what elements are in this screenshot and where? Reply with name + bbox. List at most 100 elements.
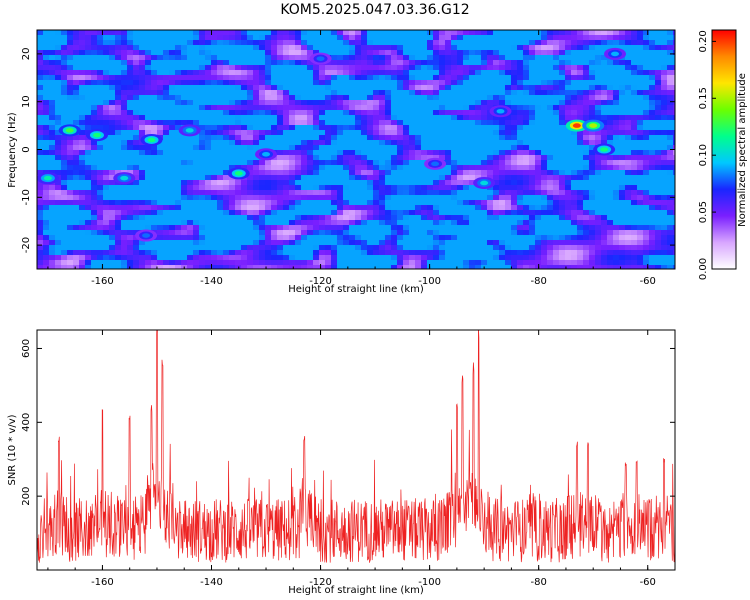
heatmap-cell <box>649 110 656 116</box>
heatmap-cell <box>187 95 194 101</box>
heatmap-cell <box>295 260 302 266</box>
heatmap-cell <box>523 235 530 241</box>
heatmap-cell <box>637 45 644 51</box>
heatmap-cell <box>469 30 476 36</box>
heatmap-cell <box>199 100 206 106</box>
heatmap-cell <box>127 40 134 46</box>
heatmap-cell <box>355 85 362 91</box>
heatmap-cell <box>553 95 560 101</box>
heatmap-cell <box>199 230 206 236</box>
heatmap-cell <box>547 245 554 251</box>
heatmap-cell <box>253 205 260 211</box>
heatmap-cell <box>163 195 170 201</box>
heatmap-cell <box>55 210 62 216</box>
heatmap-cell <box>73 255 80 261</box>
heatmap-cell <box>523 215 530 221</box>
heatmap-cell <box>103 45 110 51</box>
heatmap-cell <box>121 230 128 236</box>
heatmap-cell <box>481 170 488 176</box>
heatmap-cell <box>637 230 644 236</box>
heatmap-cell <box>523 65 530 71</box>
heatmap-cell <box>67 200 74 206</box>
heatmap-cell <box>61 165 68 171</box>
heatmap-cell <box>163 210 170 216</box>
heatmap-cell <box>349 250 356 256</box>
heatmap-cell <box>601 220 608 226</box>
heatmap-cell <box>523 145 530 151</box>
heatmap-cell <box>127 170 134 176</box>
heatmap-cell <box>79 160 86 166</box>
heatmap-cell <box>61 155 68 161</box>
heatmap-cell <box>589 155 596 161</box>
heatmap-cell <box>463 55 470 61</box>
heatmap-cell <box>541 195 548 201</box>
heatmap-cell <box>517 200 524 206</box>
heatmap-cell <box>259 255 266 261</box>
heatmap-cell <box>421 200 428 206</box>
heatmap-cell <box>355 30 362 36</box>
heatmap-cell <box>421 115 428 121</box>
heatmap-cell <box>589 145 596 151</box>
heatmap-cell <box>439 120 446 126</box>
heatmap-cell <box>37 255 44 261</box>
heatmap-cell <box>127 215 134 221</box>
heatmap-cell <box>361 160 368 166</box>
heatmap-cell <box>661 30 668 36</box>
heatmap-cell <box>433 225 440 231</box>
heatmap-cell <box>457 205 464 211</box>
heatmap-cell <box>379 260 386 266</box>
heatmap-cell <box>205 175 212 181</box>
heatmap-cell <box>553 250 560 256</box>
heatmap-cell <box>601 70 608 76</box>
heatmap-cell <box>439 245 446 251</box>
heatmap-cell <box>487 105 494 111</box>
heatmap-cell <box>433 190 440 196</box>
heatmap-cell <box>463 210 470 216</box>
heatmap-cell <box>583 180 590 186</box>
heatmap-cell <box>481 40 488 46</box>
heatmap-cell <box>247 130 254 136</box>
heatmap-cell <box>145 95 152 101</box>
heatmap-cell <box>499 155 506 161</box>
heatmap-cell <box>325 215 332 221</box>
heatmap-cell <box>145 130 152 136</box>
heatmap-cell <box>163 170 170 176</box>
heatmap-cell <box>223 230 230 236</box>
heatmap-cell <box>253 195 260 201</box>
heatmap-cell <box>409 125 416 131</box>
heatmap-cell <box>283 185 290 191</box>
heatmap-cell <box>115 260 122 266</box>
heatmap-cell <box>445 220 452 226</box>
heatmap-cell <box>229 80 236 86</box>
heatmap-cell <box>139 145 146 151</box>
heatmap-cell <box>349 215 356 221</box>
heatmap-cell <box>535 45 542 51</box>
heatmap-cell <box>373 190 380 196</box>
heatmap-cell <box>427 195 434 201</box>
heatmap-cell <box>91 95 98 101</box>
heatmap-cell <box>655 85 662 91</box>
heatmap-cell <box>193 65 200 71</box>
heatmap-cell <box>469 75 476 81</box>
heatmap-cell <box>469 210 476 216</box>
heatmap-cell <box>541 240 548 246</box>
heatmap-cell <box>373 240 380 246</box>
heatmap-cell <box>433 145 440 151</box>
heatmap-cell <box>313 245 320 251</box>
heatmap-cell <box>607 175 614 181</box>
heatmap-cell <box>535 50 542 56</box>
heatmap-cell <box>457 135 464 141</box>
heatmap-cell <box>535 155 542 161</box>
heatmap-cell <box>439 215 446 221</box>
heatmap-cell <box>199 150 206 156</box>
heatmap-cell <box>313 65 320 71</box>
heatmap-cell <box>625 250 632 256</box>
heatmap-cell <box>307 95 314 101</box>
heatmap-cell <box>451 100 458 106</box>
heatmap-cell <box>235 35 242 41</box>
heatmap-cell <box>553 80 560 86</box>
heatmap-cell <box>667 65 674 71</box>
heatmap-cell <box>391 125 398 131</box>
heatmap-cell <box>403 125 410 131</box>
heatmap-cell <box>133 205 140 211</box>
